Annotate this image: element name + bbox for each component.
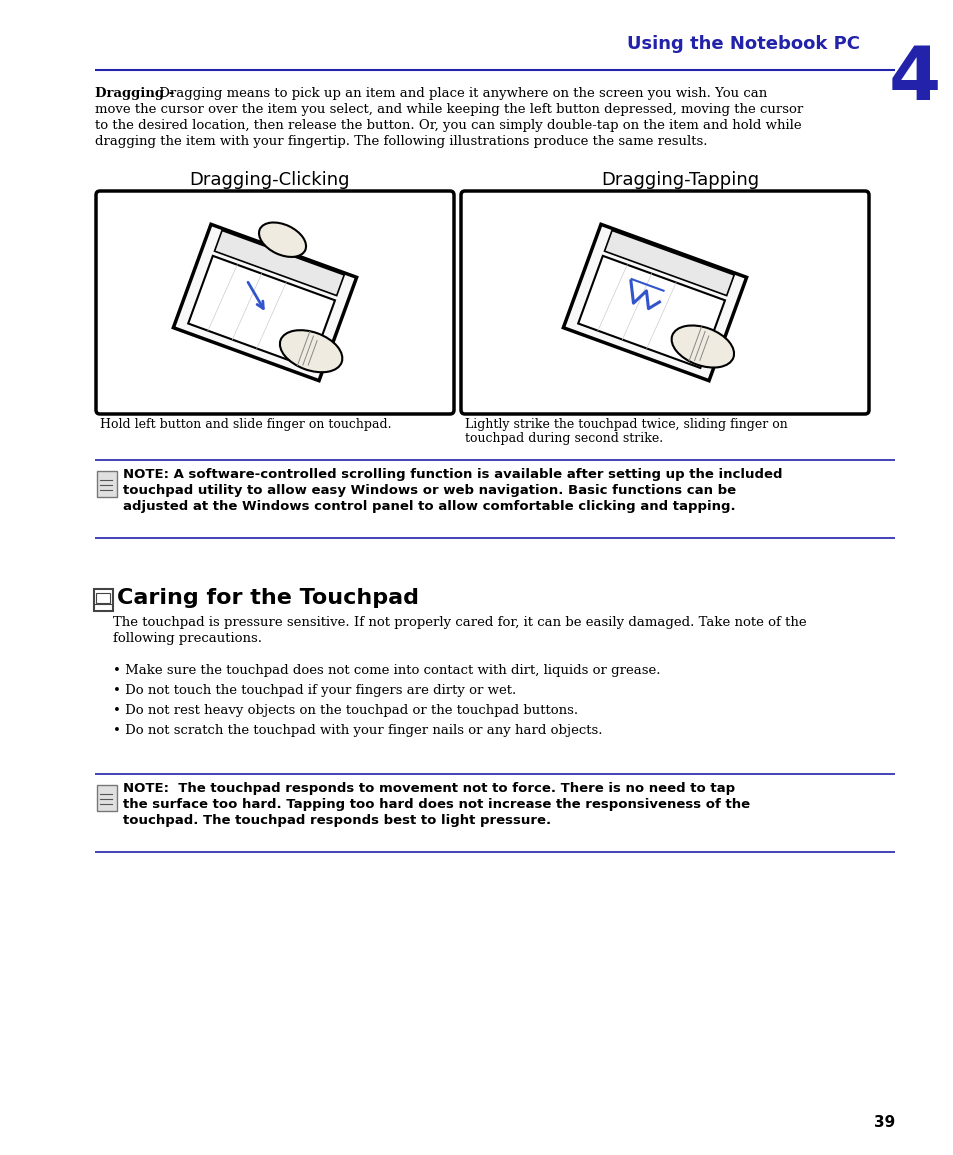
Text: Dragging -: Dragging - bbox=[95, 87, 174, 100]
Polygon shape bbox=[214, 231, 344, 296]
Text: move the cursor over the item you select, and while keeping the left button depr: move the cursor over the item you select… bbox=[95, 103, 802, 116]
FancyBboxPatch shape bbox=[94, 589, 112, 611]
Text: Dragging means to pick up an item and place it anywhere on the screen you wish. : Dragging means to pick up an item and pl… bbox=[154, 87, 766, 100]
FancyBboxPatch shape bbox=[96, 593, 111, 603]
FancyBboxPatch shape bbox=[97, 471, 117, 497]
FancyBboxPatch shape bbox=[460, 191, 868, 413]
Text: to the desired location, then release the button. Or, you can simply double-tap : to the desired location, then release th… bbox=[95, 119, 801, 132]
Text: touchpad during second strike.: touchpad during second strike. bbox=[464, 432, 662, 445]
Text: • Make sure the touchpad does not come into contact with dirt, liquids or grease: • Make sure the touchpad does not come i… bbox=[112, 664, 659, 677]
Text: 4: 4 bbox=[888, 43, 941, 116]
Ellipse shape bbox=[279, 330, 342, 372]
Polygon shape bbox=[563, 224, 746, 381]
Text: Dragging-Tapping: Dragging-Tapping bbox=[600, 171, 759, 189]
Text: NOTE: A software-controlled scrolling function is available after setting up the: NOTE: A software-controlled scrolling fu… bbox=[123, 468, 781, 480]
Text: the surface too hard. Tapping too hard does not increase the responsiveness of t: the surface too hard. Tapping too hard d… bbox=[123, 798, 749, 811]
Text: The touchpad is pressure sensitive. If not properly cared for, it can be easily : The touchpad is pressure sensitive. If n… bbox=[112, 616, 806, 629]
Text: Caring for the Touchpad: Caring for the Touchpad bbox=[117, 588, 418, 608]
Text: 39: 39 bbox=[873, 1115, 894, 1130]
Text: • Do not rest heavy objects on the touchpad or the touchpad buttons.: • Do not rest heavy objects on the touch… bbox=[112, 705, 578, 717]
Text: Dragging-Clicking: Dragging-Clicking bbox=[190, 171, 350, 189]
Text: touchpad. The touchpad responds best to light pressure.: touchpad. The touchpad responds best to … bbox=[123, 814, 551, 827]
Polygon shape bbox=[578, 256, 724, 368]
Ellipse shape bbox=[258, 223, 306, 256]
Ellipse shape bbox=[671, 326, 733, 367]
Text: Using the Notebook PC: Using the Notebook PC bbox=[626, 35, 859, 53]
Text: dragging the item with your fingertip. The following illustrations produce the s: dragging the item with your fingertip. T… bbox=[95, 135, 707, 148]
Text: NOTE:  The touchpad responds to movement not to force. There is no need to tap: NOTE: The touchpad responds to movement … bbox=[123, 782, 735, 795]
Polygon shape bbox=[173, 224, 356, 381]
Text: Hold left button and slide finger on touchpad.: Hold left button and slide finger on tou… bbox=[100, 418, 391, 431]
Polygon shape bbox=[188, 256, 335, 368]
Text: • Do not scratch the touchpad with your finger nails or any hard objects.: • Do not scratch the touchpad with your … bbox=[112, 724, 602, 737]
FancyBboxPatch shape bbox=[97, 785, 117, 811]
FancyBboxPatch shape bbox=[96, 191, 454, 413]
Text: adjusted at the Windows control panel to allow comfortable clicking and tapping.: adjusted at the Windows control panel to… bbox=[123, 500, 735, 513]
Polygon shape bbox=[604, 231, 734, 296]
Text: touchpad utility to allow easy Windows or web navigation. Basic functions can be: touchpad utility to allow easy Windows o… bbox=[123, 484, 736, 497]
Text: following precautions.: following precautions. bbox=[112, 632, 262, 644]
Text: Lightly strike the touchpad twice, sliding finger on: Lightly strike the touchpad twice, slidi… bbox=[464, 418, 787, 431]
Text: • Do not touch the touchpad if your fingers are dirty or wet.: • Do not touch the touchpad if your fing… bbox=[112, 684, 516, 696]
